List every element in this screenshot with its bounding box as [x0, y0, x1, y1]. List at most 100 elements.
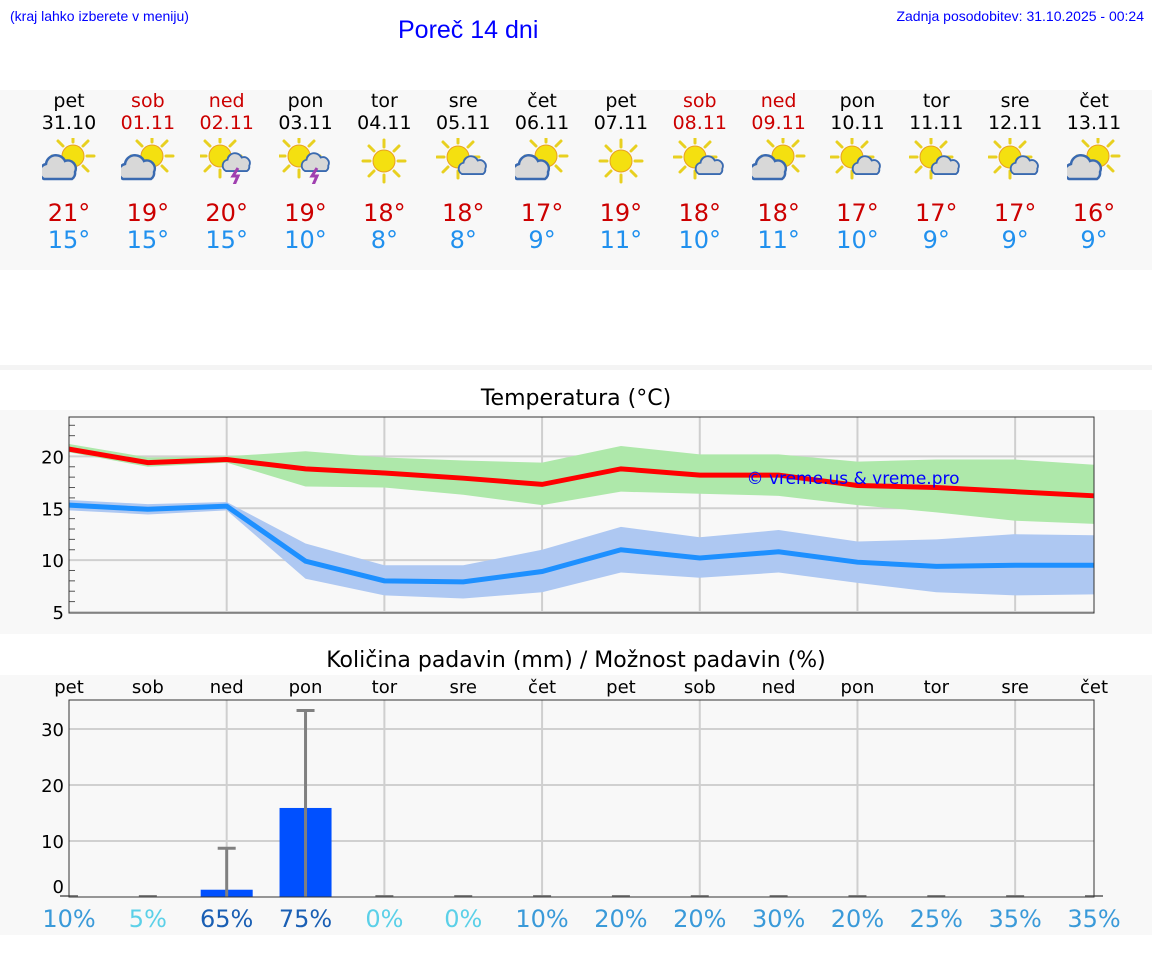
day-name: tor	[370, 90, 398, 112]
day-date: 06.11	[514, 112, 570, 134]
x-category-label: pon	[289, 677, 323, 698]
temperature-chart: 5 10 15 20 © vreme.us & vreme.pro	[41, 416, 1095, 624]
day-name: ned	[760, 90, 797, 112]
x-category-label: pet	[54, 677, 84, 698]
precipitation-probability: 10%	[42, 905, 95, 933]
precipitation-probability: 0%	[365, 905, 403, 933]
y-tick-label: 15	[41, 499, 64, 520]
temp-max: 19°	[126, 199, 170, 227]
day-date: 03.11	[278, 112, 333, 134]
precipitation-probability: 35%	[1067, 905, 1120, 933]
divider	[0, 365, 1152, 370]
daily-forecast-panel: pet 31.10 21° 15° sob 01.11 19° 15° ned 02…	[0, 90, 1152, 270]
precipitation-chart-title: Količina padavin (mm) / Možnost padavin …	[326, 648, 826, 673]
day-name: pon	[839, 90, 876, 112]
day-name: sob	[131, 90, 165, 112]
day-name: sre	[448, 90, 478, 112]
y-tick-label: 5	[53, 603, 64, 624]
sun-cloud-icon	[515, 138, 569, 181]
precipitation-probability: 20%	[594, 905, 647, 933]
temp-min: 9°	[528, 226, 556, 254]
day-column: sre 05.11 18° 8°	[423, 90, 503, 254]
location-hint[interactable]: (kraj lahko izberete v meniju)	[10, 8, 189, 24]
day-name: sre	[1000, 90, 1030, 112]
temp-max: 18°	[678, 199, 722, 227]
x-category-label: sre	[449, 677, 476, 698]
sun-cloud-icon	[1067, 138, 1121, 181]
watermark: © vreme.us & vreme.pro	[746, 469, 959, 489]
day-name: pon	[287, 90, 324, 112]
day-name: pet	[53, 90, 85, 112]
y-tick-label: 10	[41, 551, 64, 572]
day-column: sob 08.11 18° 10°	[660, 90, 740, 254]
precipitation-probability: 25%	[910, 905, 963, 933]
page-title: Poreč 14 dni	[398, 16, 539, 44]
day-name: ned	[208, 90, 245, 112]
day-name: tor	[922, 90, 950, 112]
y-tick-label: 10	[41, 832, 64, 853]
max-temperature-line	[68, 446, 1095, 499]
y-tick-label: 0	[53, 877, 64, 898]
x-category-label: sre	[1001, 677, 1028, 698]
sun-small-cloud-icon	[830, 138, 882, 180]
temp-max: 21°	[47, 199, 91, 227]
sun-small-cloud-icon	[909, 138, 961, 180]
x-category-label: sob	[132, 677, 164, 698]
sun-icon	[598, 138, 644, 184]
temp-min: 11°	[757, 226, 800, 254]
temp-min: 15°	[205, 226, 248, 254]
day-name: sob	[682, 90, 717, 112]
temp-max: 20°	[205, 199, 248, 227]
temp-max: 17°	[915, 199, 958, 227]
day-date: 07.11	[593, 112, 649, 134]
day-date: 04.11	[357, 112, 412, 134]
x-category-label: sob	[684, 677, 716, 698]
precipitation-probability: 20%	[673, 905, 726, 933]
day-column: pet 07.11 19° 11°	[581, 90, 661, 254]
sun-cloud-icon	[751, 138, 806, 181]
x-category-label: čet	[528, 677, 556, 698]
temp-min: 10°	[678, 226, 722, 254]
temp-max: 18°	[363, 199, 406, 227]
day-column: sob 01.11 19° 15°	[108, 90, 188, 254]
temp-max: 19°	[284, 199, 327, 227]
precipitation-probability: 65%	[200, 905, 253, 933]
precipitation-probability: 75%	[279, 905, 332, 933]
day-date: 01.11	[120, 112, 176, 134]
day-date: 12.11	[987, 112, 1043, 134]
plot-frame	[68, 699, 1095, 898]
temperature-chart-title: Temperatura (°C)	[480, 386, 672, 411]
x-category-label: pet	[606, 677, 636, 698]
temp-min: 11°	[599, 226, 643, 254]
precipitation-probability: 0%	[444, 905, 482, 933]
temp-max: 17°	[520, 199, 564, 227]
temp-max: 18°	[757, 199, 800, 227]
temperature-chart-panel: 5 10 15 20 © vreme.us & vreme.pro	[0, 410, 1152, 634]
sun-icon	[361, 138, 407, 184]
x-category-label: ned	[762, 677, 796, 698]
y-tick-label: 20	[41, 447, 64, 468]
day-date: 13.11	[1066, 112, 1122, 134]
precipitation-probability: 10%	[515, 905, 568, 933]
day-column: pon 10.11 17° 10°	[817, 90, 897, 254]
sun-cloud-icon	[120, 138, 175, 181]
day-column: tor 11.11 17° 9°	[896, 90, 976, 254]
day-column: ned 02.11 20° 15°	[187, 90, 267, 254]
day-date: 02.11	[199, 112, 254, 134]
temp-min: 8°	[370, 226, 399, 254]
y-tick-label: 30	[41, 720, 64, 741]
min-temperature-line	[68, 502, 1094, 585]
day-date: 09.11	[751, 112, 806, 134]
precipitation-probability: 5%	[129, 905, 167, 933]
day-column: čet 06.11 17° 9°	[502, 90, 582, 254]
sun-cloud-icon	[42, 138, 96, 181]
day-date: 08.11	[672, 112, 727, 134]
temp-min: 9°	[922, 226, 950, 254]
day-date: 10.11	[830, 112, 885, 134]
day-column: pon 03.11 19° 10°	[266, 90, 346, 254]
temp-max: 17°	[836, 199, 879, 227]
precipitation-probability: 20%	[831, 905, 884, 933]
day-column: ned 09.11 18° 11°	[739, 90, 819, 254]
x-category-label: ned	[210, 677, 244, 698]
x-category-label: tor	[372, 677, 398, 698]
